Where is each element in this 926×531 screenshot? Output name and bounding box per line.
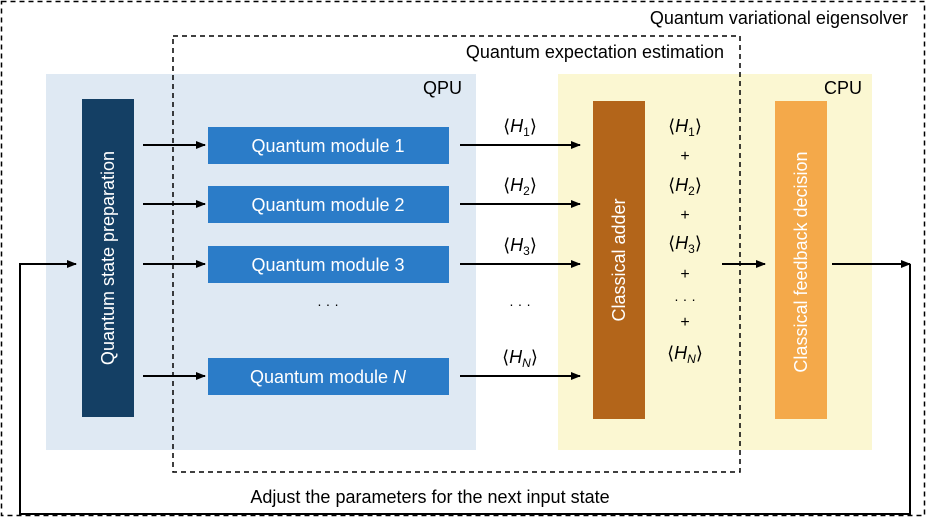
quantum-module-2-label: Quantum module 2 <box>251 195 404 215</box>
feedback-decision-box <box>775 101 827 419</box>
sum-plus-2: + <box>680 207 689 224</box>
classical-adder-label: Classical adder <box>609 198 629 321</box>
expectation-label-n: ⟨HN⟩ <box>502 347 538 370</box>
classical-adder-box <box>593 101 645 419</box>
outer-dashed-border <box>0 0 926 517</box>
sum-term-n: ⟨HN⟩ <box>667 343 703 366</box>
sum-plus-3: + <box>680 266 689 283</box>
quantum-module-3: Quantum module 3 <box>208 246 449 283</box>
quantum-module-1-label: Quantum module 1 <box>251 136 404 156</box>
quantum-module-2: Quantum module 2 <box>208 186 449 223</box>
sum-term-3: ⟨H3⟩ <box>668 233 702 256</box>
sum-plus-1: + <box>680 148 689 165</box>
sum-plus-4: + <box>680 314 689 331</box>
inner-dashed-border <box>172 35 741 473</box>
state-preparation-label: Quantum state preparation <box>98 151 118 365</box>
feedback-loop-caption: Adjust the parameters for the next input… <box>250 487 609 507</box>
sum-ellipsis: · · · <box>674 291 696 307</box>
feedback-loop-line <box>19 260 911 515</box>
feedback-decision-label: Classical feedback decision <box>791 151 811 372</box>
qpu-label: QPU <box>423 78 462 98</box>
quantum-module-n: Quantum module N <box>208 358 449 395</box>
quantum-module-n-label: Quantum module N <box>250 367 407 387</box>
expectation-label-2: ⟨H2⟩ <box>503 175 537 198</box>
cpu-label: CPU <box>824 78 862 98</box>
state-preparation-box <box>82 99 134 417</box>
sum-term-1: ⟨H1⟩ <box>668 116 702 139</box>
modules-ellipsis: · · · <box>317 296 339 312</box>
quantum-module-1: Quantum module 1 <box>208 127 449 164</box>
outer-title: Quantum variational eigensolver <box>650 8 908 28</box>
expectation-label-3: ⟨H3⟩ <box>503 235 537 258</box>
expectation-label-1: ⟨H1⟩ <box>503 116 537 139</box>
expectation-ellipsis: · · · <box>509 296 531 312</box>
quantum-module-3-label: Quantum module 3 <box>251 255 404 275</box>
inner-title: Quantum expectation estimation <box>466 42 724 62</box>
sum-term-2: ⟨H2⟩ <box>668 175 702 198</box>
